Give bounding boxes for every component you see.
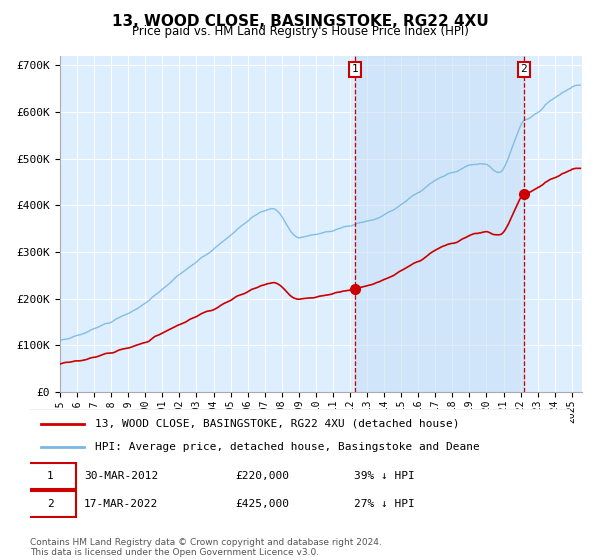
Text: 13, WOOD CLOSE, BASINGSTOKE, RG22 4XU: 13, WOOD CLOSE, BASINGSTOKE, RG22 4XU <box>112 14 488 29</box>
Text: 13, WOOD CLOSE, BASINGSTOKE, RG22 4XU (detached house): 13, WOOD CLOSE, BASINGSTOKE, RG22 4XU (d… <box>95 419 460 429</box>
FancyBboxPatch shape <box>25 491 76 517</box>
Text: HPI: Average price, detached house, Basingstoke and Deane: HPI: Average price, detached house, Basi… <box>95 442 479 452</box>
Text: 39% ↓ HPI: 39% ↓ HPI <box>354 471 415 481</box>
FancyBboxPatch shape <box>25 408 575 463</box>
FancyBboxPatch shape <box>25 463 76 489</box>
Text: 1: 1 <box>47 471 53 481</box>
Text: 17-MAR-2022: 17-MAR-2022 <box>84 499 158 509</box>
Bar <box>355 56 524 392</box>
Text: Contains HM Land Registry data © Crown copyright and database right 2024.
This d: Contains HM Land Registry data © Crown c… <box>30 538 382 557</box>
Text: Price paid vs. HM Land Registry's House Price Index (HPI): Price paid vs. HM Land Registry's House … <box>131 25 469 38</box>
Text: 2: 2 <box>47 499 53 509</box>
Text: £220,000: £220,000 <box>235 471 289 481</box>
Text: 2: 2 <box>521 64 527 74</box>
Text: 1: 1 <box>352 64 358 74</box>
Text: 30-MAR-2012: 30-MAR-2012 <box>84 471 158 481</box>
Text: £425,000: £425,000 <box>235 499 289 509</box>
Text: 27% ↓ HPI: 27% ↓ HPI <box>354 499 415 509</box>
